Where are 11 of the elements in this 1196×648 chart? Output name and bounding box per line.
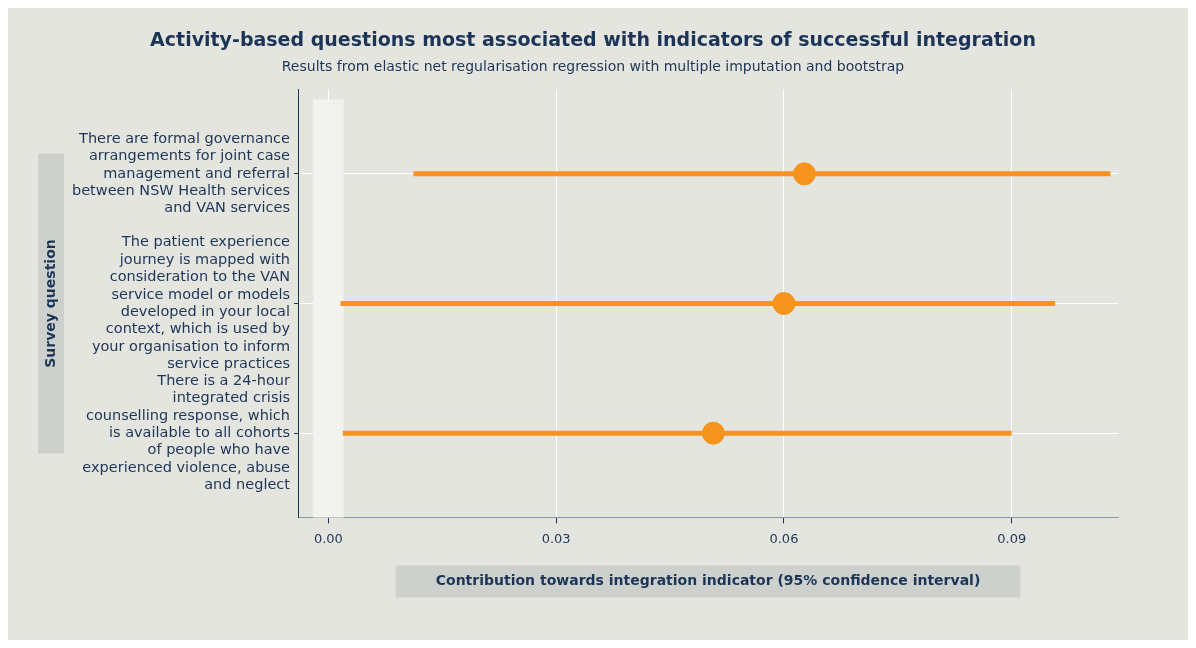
y-axis-title: Survey question <box>41 239 58 368</box>
x-tick-label: 0.03 <box>541 530 571 546</box>
y-tick-label: There is a 24-hour integrated crisis counselling response, which is available to all cohorts of people who have experienced violence, abuse and neglect <box>82 371 291 493</box>
x-tick-label: 0.06 <box>769 530 799 546</box>
x-axis-title: Contribution towards integration indicator (95% confidence interval) <box>435 572 981 589</box>
y-tick-label: The patient experience journey is mapped with consideration to the VAN service model or models developed in your local context, which is used by your organisation to inform service practices <box>91 233 291 372</box>
x-tick-label: 0.09 <box>997 530 1027 546</box>
chart-title: Activity-based questions most associated with indicators of successful integration <box>150 28 1036 51</box>
chart-subtitle: Results from elastic net regularisation regression with multiple imputation and bootstrap <box>281 57 905 74</box>
x-tick-label: 0.00 <box>313 530 343 546</box>
y-tick-label: There are formal governance arrangements for joint case management and referral between NSW Health services and VAN services <box>71 129 291 216</box>
